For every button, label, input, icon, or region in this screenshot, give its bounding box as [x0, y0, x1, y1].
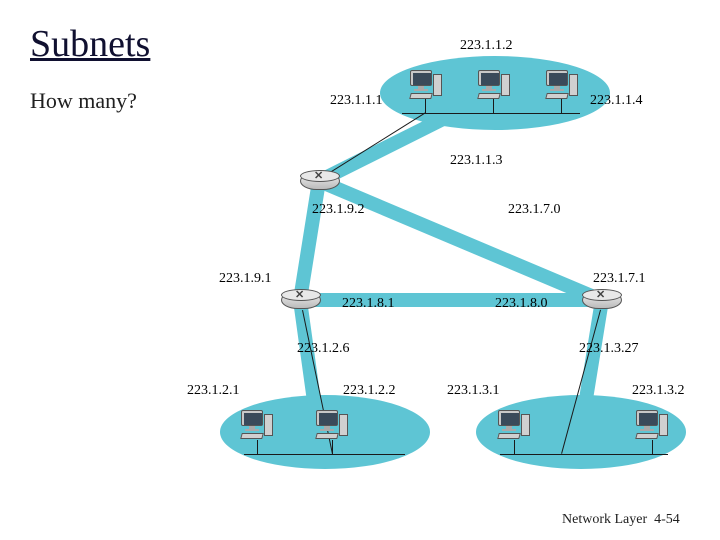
lbl-1-1-4: 223.1.1.4: [590, 93, 643, 109]
pc-1-1-2: [478, 70, 510, 104]
page-title: Subnets: [30, 22, 150, 66]
pc-1-1-4: [546, 70, 578, 104]
lbl-1-9-1: 223.1.9.1: [219, 271, 272, 287]
connection-line: [500, 454, 668, 455]
pc-1-1-1: [410, 70, 442, 104]
lbl-1-7-1: 223.1.7.1: [593, 271, 646, 287]
lbl-1-8-1: 223.1.8.1: [342, 296, 395, 312]
router-right: [582, 289, 622, 311]
pc-1-3-1: [498, 410, 530, 444]
lbl-1-2-1: 223.1.2.1: [187, 383, 240, 399]
connection-line: [321, 112, 426, 178]
lbl-1-1-1: 223.1.1.1: [330, 93, 383, 109]
lbl-1-3-1: 223.1.3.1: [447, 383, 500, 399]
lbl-1-7-0: 223.1.7.0: [508, 202, 561, 218]
lbl-1-2-6: 223.1.2.6: [297, 341, 350, 357]
lbl-1-8-0: 223.1.8.0: [495, 296, 548, 312]
page-subtitle: How many?: [30, 88, 137, 114]
lbl-1-1-2: 223.1.1.2: [460, 38, 513, 54]
connection-line: [244, 454, 405, 455]
pc-1-3-2: [636, 410, 668, 444]
lbl-1-3-27: 223.1.3.27: [579, 341, 639, 357]
lbl-1-3-2: 223.1.3.2: [632, 383, 685, 399]
pc-1-2-1: [241, 410, 273, 444]
lbl-1-9-2: 223.1.9.2: [312, 202, 365, 218]
lbl-1-1-3: 223.1.1.3: [450, 153, 503, 169]
slide-footer: Network Layer 4-54: [562, 512, 680, 528]
router-top: [300, 170, 340, 192]
connection-line: [402, 113, 580, 114]
lbl-1-2-2: 223.1.2.2: [343, 383, 396, 399]
footer-page: 4-54: [654, 512, 680, 527]
footer-section: Network Layer: [562, 512, 647, 527]
pc-1-2-2: [316, 410, 348, 444]
subnet-link: [316, 175, 603, 307]
subnet-link: [293, 180, 326, 301]
router-left: [281, 289, 321, 311]
